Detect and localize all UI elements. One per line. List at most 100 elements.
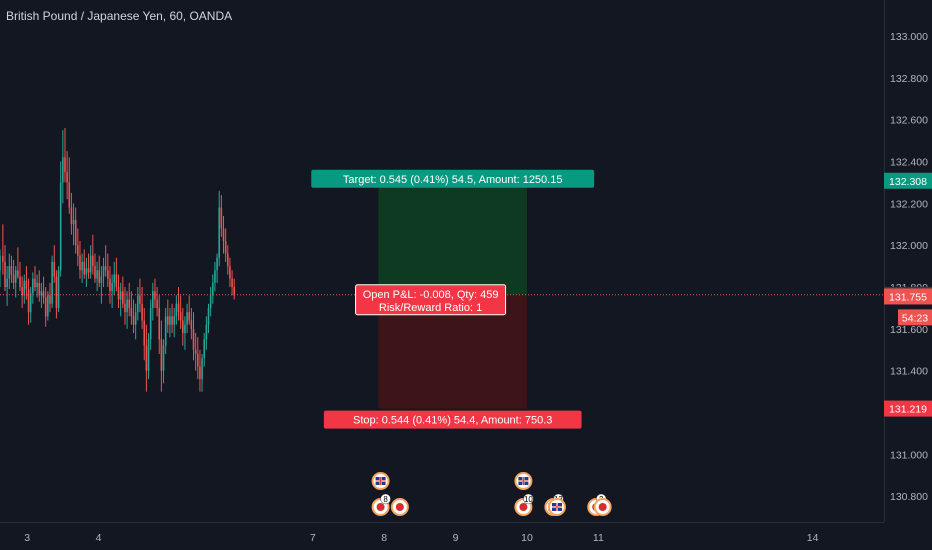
price-tag: 131.219 [889, 404, 927, 416]
candle-body [162, 345, 165, 371]
stop-label[interactable]: Stop: 0.544 (0.41%) 54.4, Amount: 750.3 [353, 415, 552, 427]
candle-body [66, 171, 68, 183]
candle-body [205, 324, 208, 340]
candle-body [29, 293, 32, 313]
candle-body [109, 278, 111, 292]
candle-body [89, 255, 92, 273]
pnl-box[interactable] [355, 284, 507, 316]
candle-body [117, 287, 120, 300]
candle-body [132, 316, 135, 325]
candle-body [201, 358, 203, 380]
position-labels[interactable]: Target: 0.545 (0.41%) 54.5, Amount: 1250… [311, 169, 595, 429]
candle-body [10, 266, 13, 275]
candle-body [229, 266, 231, 279]
candle-body [218, 207, 221, 258]
x-tick-label: 7 [310, 532, 316, 544]
price-tag-bg [884, 400, 932, 417]
y-tick-label: 132.200 [890, 198, 928, 210]
candle-body [111, 282, 113, 292]
candle-body [167, 316, 169, 325]
event-markers[interactable]: 810132 [371, 472, 612, 516]
candle-body [38, 282, 41, 296]
candle-body [14, 270, 17, 283]
price-tag-bg [884, 172, 932, 189]
candle-body [196, 353, 199, 367]
price-tag-bg [898, 309, 932, 326]
candle-body [25, 280, 28, 290]
candle-body [87, 268, 90, 273]
price-axis[interactable]: 133.000 132.800 132.600 132.400 132.200 132.0… [884, 0, 932, 550]
candle-body [199, 366, 201, 380]
candle-body [19, 276, 21, 288]
open-pnl-label[interactable]: Open P&L: -0.008, Qty: 459 [363, 289, 499, 301]
candle-body [77, 245, 79, 256]
symbol-title[interactable]: British Pound / Japanese Yen, 60, OANDA [6, 9, 233, 23]
price-tag: 54:23 [902, 312, 928, 324]
candle-body [130, 307, 133, 317]
candle-body [2, 255, 4, 262]
candle-body [83, 261, 86, 275]
candle-body [126, 299, 128, 313]
x-tick-label: 8 [381, 532, 387, 544]
candle-body [0, 255, 1, 271]
candle-body [17, 270, 19, 277]
candle-body [222, 228, 225, 242]
y-tick-label: 131.400 [890, 366, 928, 378]
target-zone [378, 180, 527, 295]
candle-body [188, 312, 191, 321]
alert-icon [376, 503, 385, 511]
price-axis-bg [884, 0, 932, 550]
candle-body [62, 157, 64, 183]
candle-body [190, 320, 193, 329]
candle-body [119, 291, 122, 300]
y-tick-label: 132.400 [890, 157, 928, 169]
candle-body [203, 339, 206, 359]
candle-body [216, 257, 218, 271]
time-axis[interactable]: 3 4 7 8 9 10 11 14 [0, 522, 884, 545]
candle-body [36, 282, 38, 288]
candle-body [209, 295, 212, 308]
y-tick-label: 131.000 [890, 449, 928, 461]
candle-body [143, 320, 146, 346]
candle-body [49, 295, 51, 304]
candle-body [160, 339, 163, 371]
candle-body [177, 303, 180, 313]
target-label[interactable]: Target: 0.545 (0.41%) 54.5, Amount: 1250… [343, 174, 563, 186]
y-tick-label: 133.000 [890, 31, 928, 43]
candle-body [149, 307, 152, 340]
candle-body [23, 280, 26, 296]
candle-body [158, 307, 161, 340]
stop-label-bg[interactable] [323, 410, 582, 429]
candle-body [154, 291, 156, 300]
alert-icon [598, 503, 607, 511]
candle-body [214, 270, 216, 283]
candle-body [156, 299, 158, 308]
candle-body [181, 320, 184, 334]
candle-body [233, 287, 236, 296]
candle-body [74, 220, 77, 246]
candle-body [231, 278, 233, 288]
risk-reward-label[interactable]: Risk/Reward Ratio: 1 [379, 302, 482, 314]
candle-body [137, 295, 139, 313]
alert-icon [395, 503, 404, 511]
candle-body [68, 182, 71, 208]
candle-body [32, 278, 34, 294]
candle-body [147, 339, 150, 371]
x-tick-label: 9 [453, 532, 459, 544]
candle-body [42, 291, 45, 298]
candle-body [145, 345, 148, 371]
candle-body [34, 278, 36, 288]
candle-body [207, 307, 210, 325]
candle-body [184, 324, 186, 334]
candle-body [85, 268, 88, 275]
candle-body [4, 261, 6, 288]
candle-body [6, 278, 8, 288]
x-tick-label: 14 [807, 532, 819, 544]
target-label-bg[interactable] [311, 169, 595, 188]
candle-body [79, 255, 81, 271]
candle-body [94, 266, 96, 279]
candle-body [141, 303, 143, 321]
candle-body [55, 276, 58, 308]
candle-body [47, 295, 49, 317]
